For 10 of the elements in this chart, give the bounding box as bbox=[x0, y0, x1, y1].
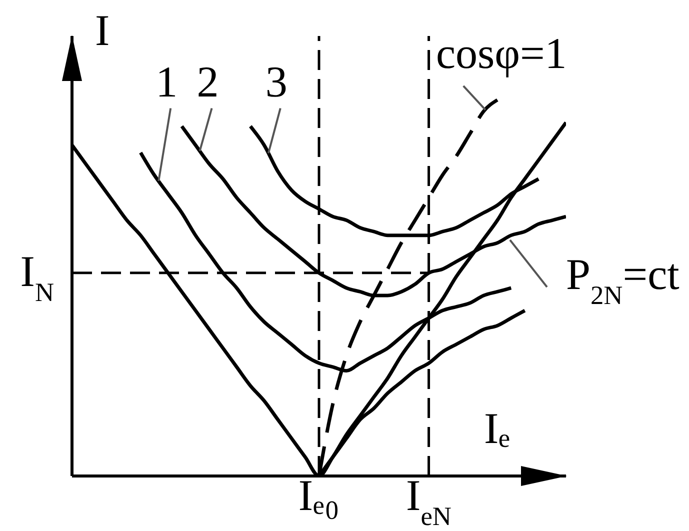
legend-label: 1 bbox=[156, 57, 178, 106]
x-tick-label: I$_{eN}$ bbox=[406, 471, 452, 531]
series-label: 3 bbox=[265, 57, 288, 106]
y-axis-title: I bbox=[95, 6, 110, 55]
ref-line-label: I$_{N}$ bbox=[20, 246, 54, 307]
x-axis-title: Iₑ bbox=[484, 404, 510, 453]
x-tick-label: Iₑ₀ bbox=[298, 471, 340, 520]
series-label: cosφ=1 bbox=[436, 28, 567, 78]
annotation: P$_{2N}$=ct bbox=[566, 250, 680, 310]
series-label: 2 bbox=[196, 57, 219, 106]
